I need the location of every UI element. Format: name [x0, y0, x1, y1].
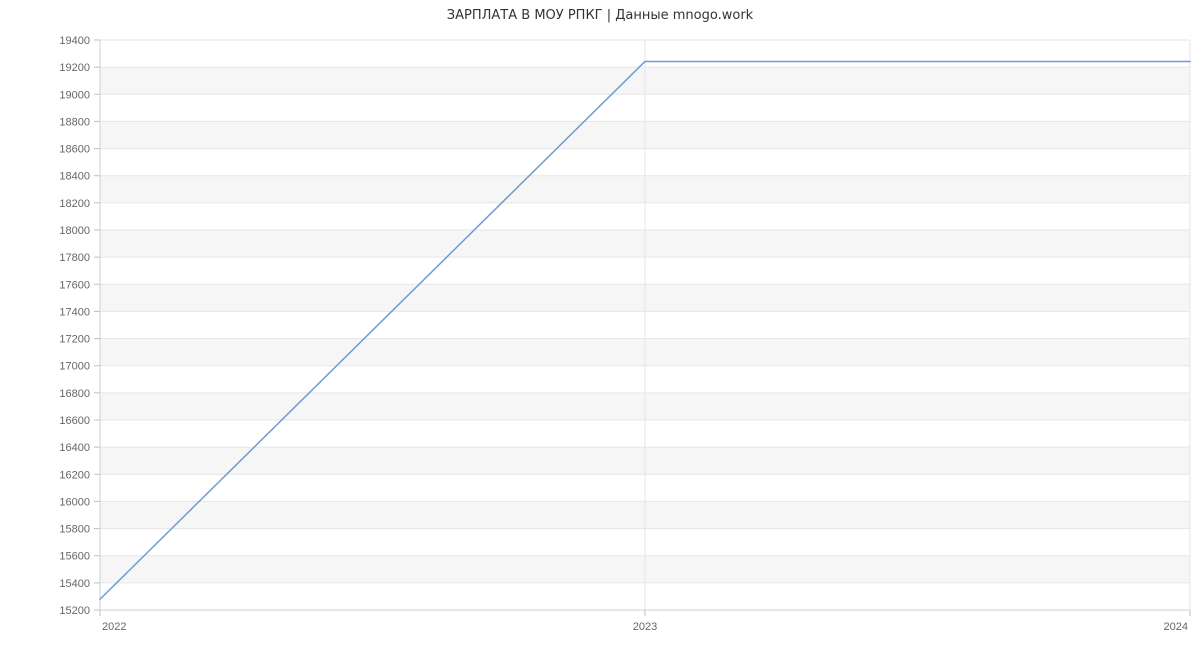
svg-text:17200: 17200	[59, 334, 90, 346]
svg-text:18400: 18400	[59, 171, 90, 183]
svg-text:15800: 15800	[59, 524, 90, 536]
svg-text:17600: 17600	[59, 279, 90, 291]
svg-text:17400: 17400	[59, 306, 90, 318]
svg-text:16800: 16800	[59, 388, 90, 400]
chart-title: ЗАРПЛАТА В МОУ РПКГ | Данные mnogo.work	[0, 8, 1200, 23]
svg-text:2024: 2024	[1164, 621, 1188, 633]
svg-text:2023: 2023	[633, 621, 657, 633]
svg-text:16400: 16400	[59, 442, 90, 454]
svg-text:15200: 15200	[59, 605, 90, 617]
salary-line-chart: ЗАРПЛАТА В МОУ РПКГ | Данные mnogo.work …	[0, 0, 1200, 650]
svg-text:15400: 15400	[59, 578, 90, 590]
svg-text:19200: 19200	[59, 62, 90, 74]
svg-text:18000: 18000	[59, 225, 90, 237]
svg-text:19000: 19000	[59, 89, 90, 101]
svg-text:16600: 16600	[59, 415, 90, 427]
svg-text:17800: 17800	[59, 252, 90, 264]
svg-text:19400: 19400	[59, 35, 90, 47]
svg-text:15600: 15600	[59, 551, 90, 563]
svg-text:18800: 18800	[59, 116, 90, 128]
svg-text:2022: 2022	[102, 621, 126, 633]
svg-text:17000: 17000	[59, 361, 90, 373]
chart-svg: 15200 15400 15600 15800 16000 16200 16400 16600…	[0, 0, 1200, 650]
svg-text:18600: 18600	[59, 144, 90, 156]
svg-text:16200: 16200	[59, 469, 90, 481]
svg-text:16000: 16000	[59, 496, 90, 508]
svg-text:18200: 18200	[59, 198, 90, 210]
